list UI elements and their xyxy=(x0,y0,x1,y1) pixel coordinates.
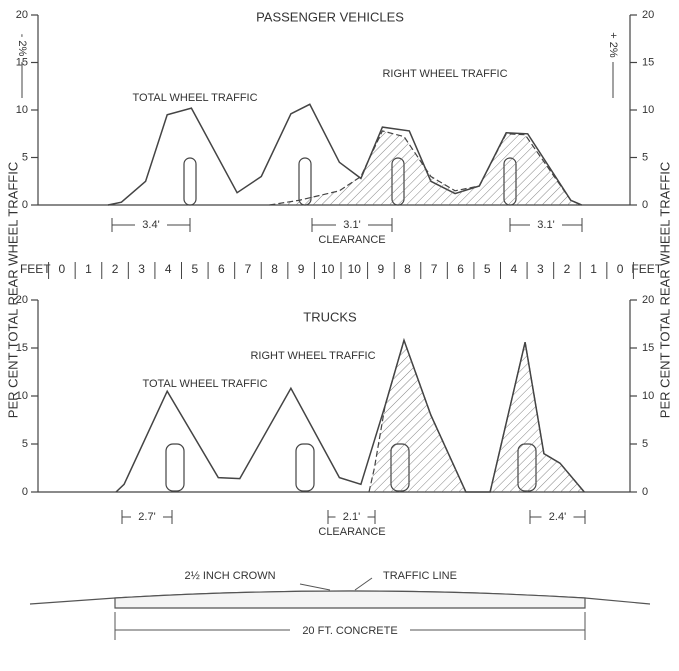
feet-scale-label: 7 xyxy=(245,262,252,276)
y-tick-label: 10 xyxy=(16,390,28,402)
feet-scale-label: 9 xyxy=(378,262,385,276)
feet-scale-label: 10 xyxy=(348,262,362,276)
feet-scale-label: 2 xyxy=(564,262,571,276)
feet-scale-label: 2 xyxy=(112,262,119,276)
clearance-value: 3.1' xyxy=(343,219,360,231)
series-area xyxy=(269,130,582,205)
y-tick-label: 15 xyxy=(642,56,654,68)
annotation: TOTAL WHEEL TRAFFIC xyxy=(142,378,267,390)
y-axis-label: PER CENT TOTAL REAR WHEEL TRAFFIC xyxy=(657,162,672,418)
y-tick-label: 20 xyxy=(642,294,654,306)
y-tick-label: 20 xyxy=(16,294,28,306)
annotation: RIGHT WHEEL TRAFFIC xyxy=(250,350,375,362)
clearance-label: CLEARANCE xyxy=(318,526,385,538)
y-axis-label: PER CENT TOTAL REAR WHEEL TRAFFIC xyxy=(5,162,20,418)
chart-title: PASSENGER VEHICLES xyxy=(256,9,404,24)
feet-scale-label: 0 xyxy=(617,262,624,276)
annotation: RIGHT WHEEL TRAFFIC xyxy=(382,68,507,80)
feet-scale-label: 3 xyxy=(537,262,544,276)
feet-scale-label: 1 xyxy=(85,262,92,276)
road-width-label: 20 FT. CONCRETE xyxy=(302,625,397,637)
feet-scale-label: 4 xyxy=(510,262,517,276)
y-tick-label: 0 xyxy=(22,199,28,211)
y-tick-label: 5 xyxy=(22,151,28,163)
feet-scale-label: 0 xyxy=(59,262,66,276)
y-tick-label: 10 xyxy=(642,390,654,402)
crown-label: 2½ INCH CROWN xyxy=(184,570,275,582)
feet-scale-label: FEET xyxy=(20,262,51,276)
clearance-value: 3.4' xyxy=(142,219,159,231)
annotation: + 2% xyxy=(607,32,619,58)
y-tick-label: 20 xyxy=(16,9,28,21)
clearance-value: 3.1' xyxy=(537,219,554,231)
y-tick-label: 15 xyxy=(16,342,28,354)
y-tick-label: 10 xyxy=(642,104,654,116)
traffic-line-label: TRAFFIC LINE xyxy=(383,570,457,582)
feet-scale-label: 4 xyxy=(165,262,172,276)
series-line xyxy=(269,130,582,206)
clearance-label: CLEARANCE xyxy=(318,234,385,246)
feet-scale-label: 9 xyxy=(298,262,305,276)
chart-title: TRUCKS xyxy=(303,309,357,324)
feet-scale-label: 8 xyxy=(271,262,278,276)
y-tick-label: 0 xyxy=(22,486,28,498)
y-tick-label: 10 xyxy=(16,104,28,116)
feet-scale-label: 3 xyxy=(138,262,145,276)
clearance-value: 2.4' xyxy=(549,511,566,523)
y-tick-label: 5 xyxy=(22,438,28,450)
y-tick-label: 20 xyxy=(642,9,654,21)
road-section xyxy=(29,577,651,640)
feet-scale-label: 6 xyxy=(218,262,225,276)
feet-scale-label: 5 xyxy=(191,262,198,276)
y-tick-label: 0 xyxy=(642,486,648,498)
y-tick-label: 15 xyxy=(642,342,654,354)
clearance-value: 2.7' xyxy=(138,511,155,523)
clearance-value: 2.1' xyxy=(343,511,360,523)
annotation: - 2% xyxy=(16,34,28,57)
feet-scale-label: 8 xyxy=(404,262,411,276)
annotation: TOTAL WHEEL TRAFFIC xyxy=(132,92,257,104)
y-tick-label: 5 xyxy=(642,151,648,163)
y-tick-label: 0 xyxy=(642,199,648,211)
series-line xyxy=(368,338,585,493)
series-area xyxy=(368,340,585,492)
feet-scale-label: 6 xyxy=(457,262,464,276)
tires xyxy=(165,157,537,492)
feet-scale-label: 1 xyxy=(590,262,597,276)
feet-scale-label: 7 xyxy=(431,262,438,276)
feet-scale-label: 10 xyxy=(321,262,335,276)
y-tick-label: 5 xyxy=(642,438,648,450)
feet-scale-label: FEET xyxy=(631,262,662,276)
feet-scale-label: 5 xyxy=(484,262,491,276)
